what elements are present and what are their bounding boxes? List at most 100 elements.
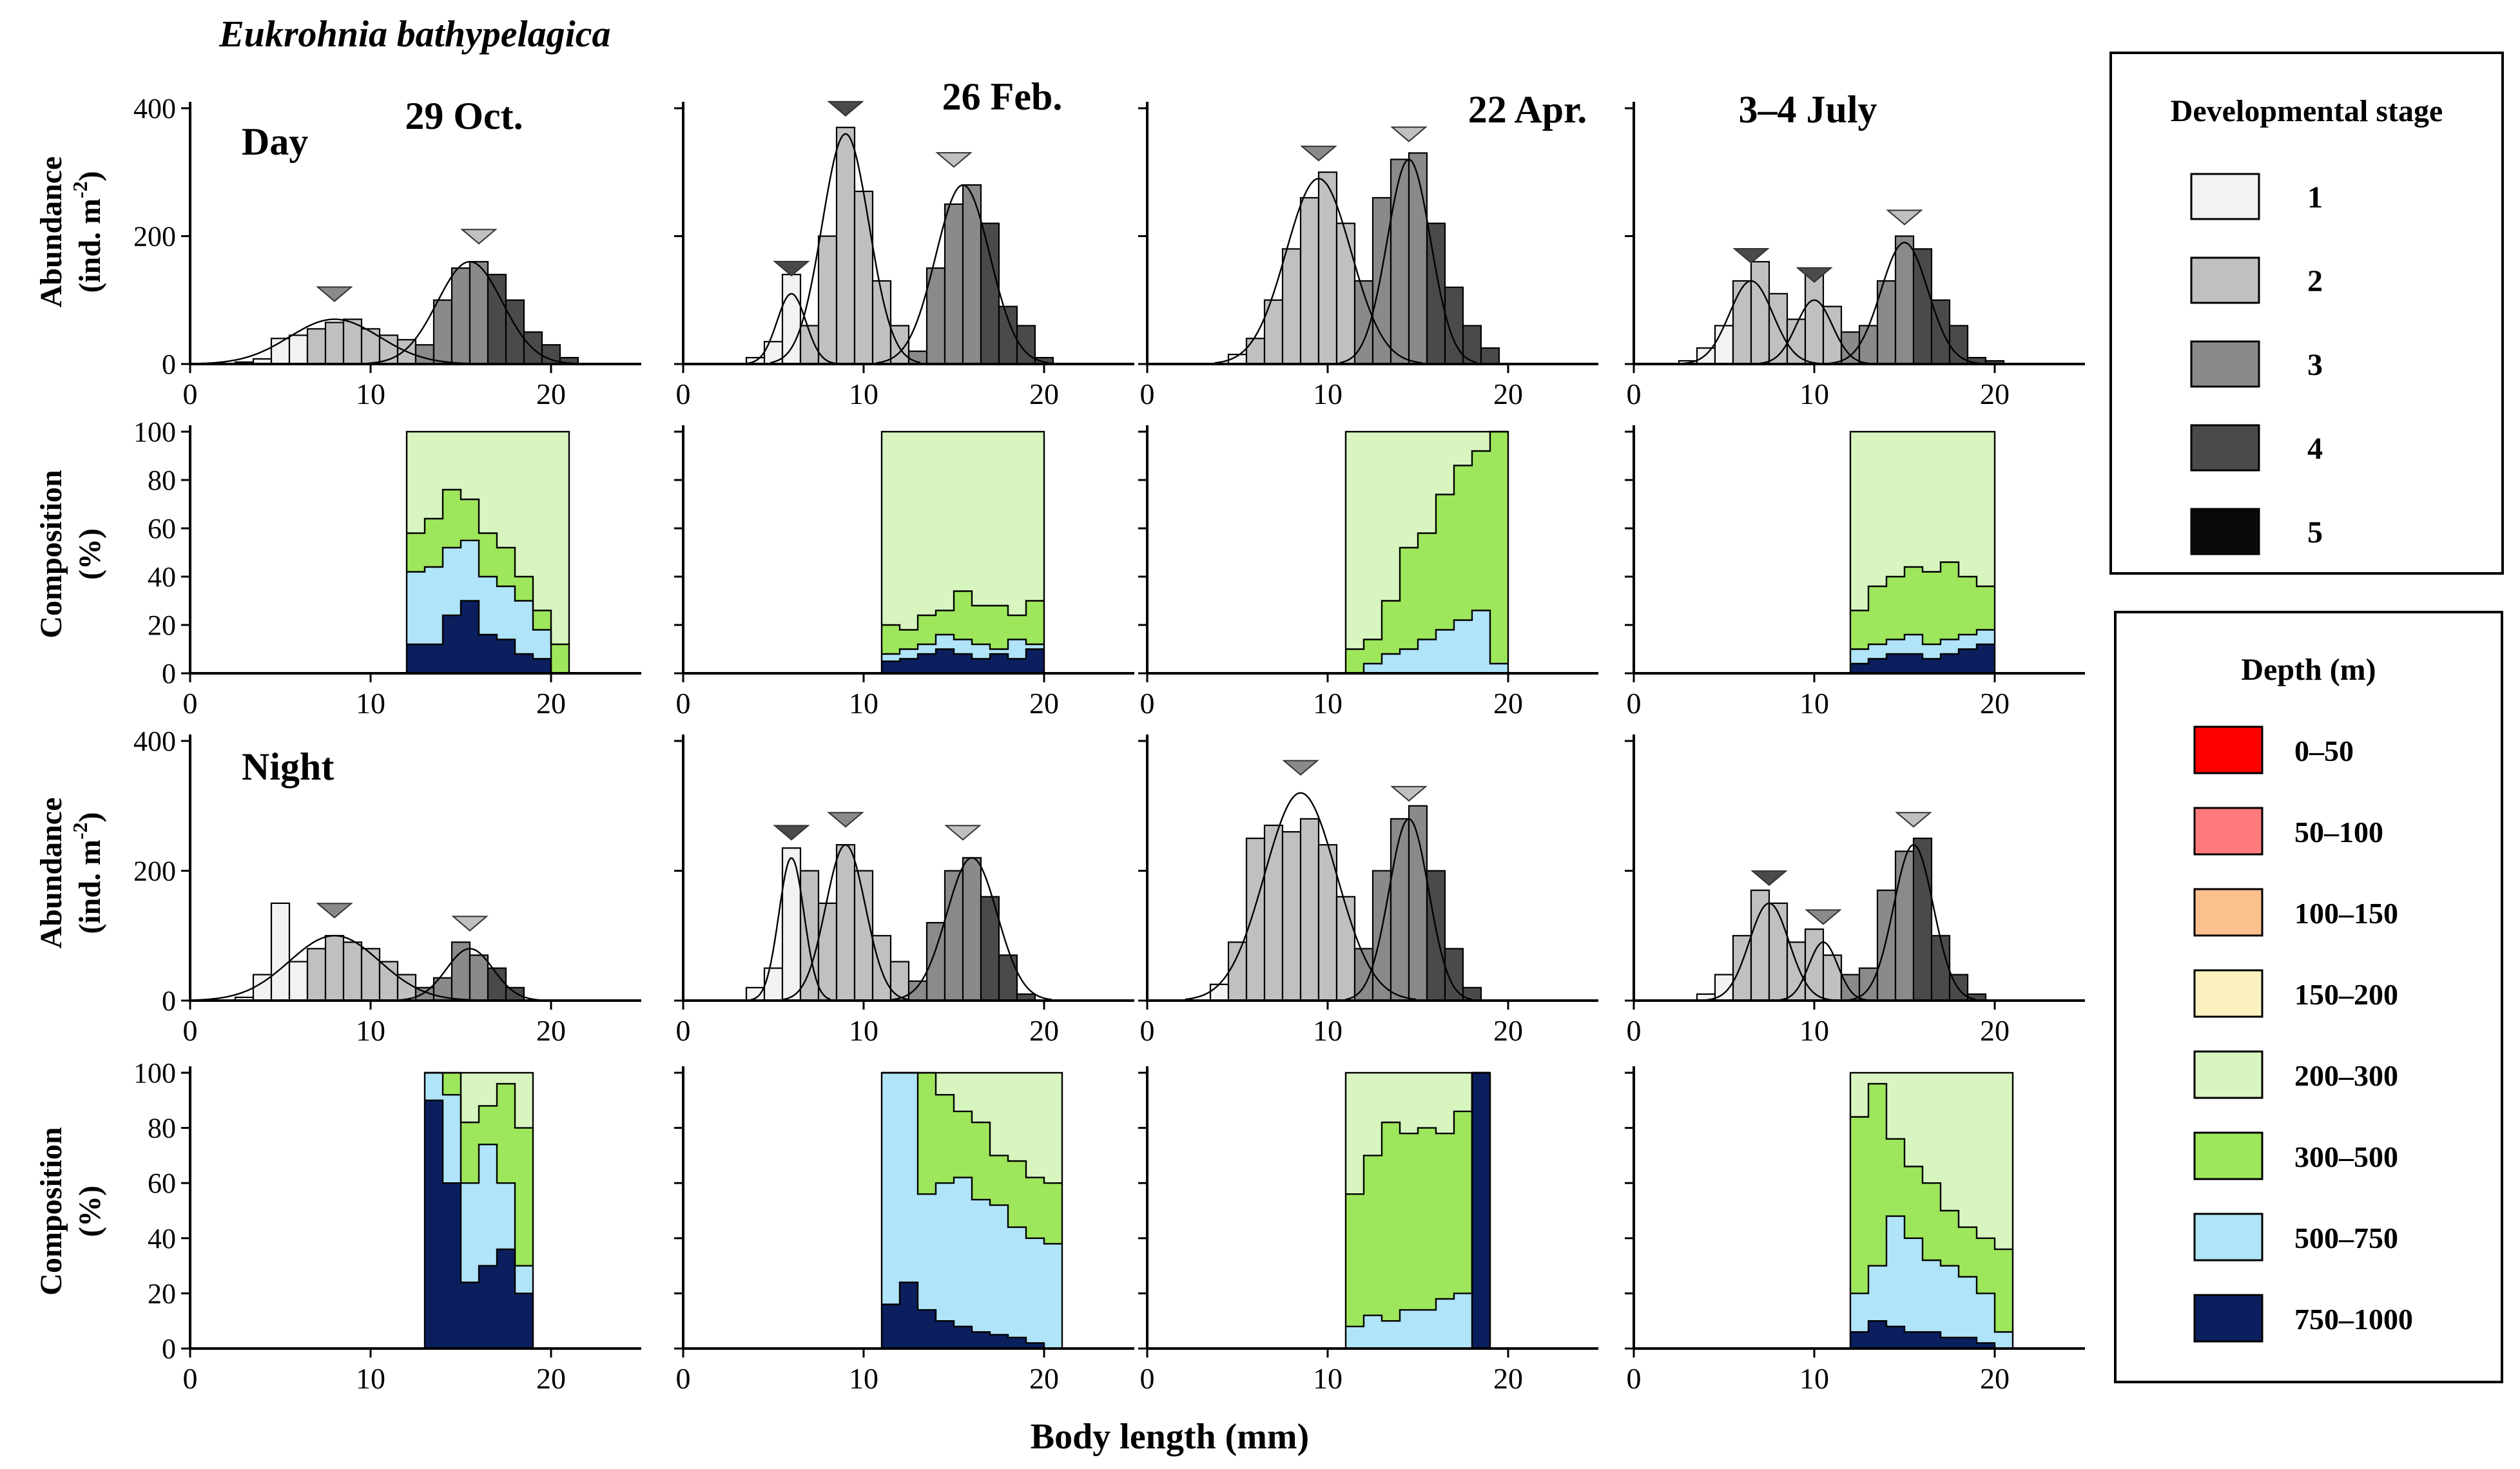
abundance-bar [1822,954,1843,1002]
composition-300-500 [1418,533,1436,640]
composition-300-500 [443,1073,461,1095]
composition-200-300 [1346,1073,1364,1195]
composition-750-1000 [1472,1073,1490,1349]
x-tick-label: 10 [1313,378,1342,410]
composition-750-1000 [1886,654,1905,673]
x-tick-label: 0 [676,1014,691,1047]
abundance-bar [505,986,525,1002]
abundance-bar [962,857,982,1002]
y-tick-label: 60 [148,1167,176,1199]
composition-step-line [425,1071,533,1267]
composition-500-750 [1995,1332,2013,1349]
composition-300-500 [1923,1183,1941,1261]
x-tick-label: 0 [1627,1362,1642,1395]
abundance-bar [1335,222,1356,365]
composition-panel-night-3: 0 10 20 [1625,1066,2085,1395]
cohort-mean-marker [316,286,353,302]
abundance-bar [763,967,784,1002]
composition-200-300 [1886,1073,1905,1139]
y-axis-label-superscript: -2 [68,822,92,840]
composition-500-750 [1886,1216,1905,1327]
composition-500-750 [936,1183,954,1321]
x-tick-label: 10 [849,1362,878,1395]
y-tick-label: 20 [148,610,176,641]
x-tick-label: 20 [536,1362,566,1395]
composition-300-500 [918,1073,936,1195]
y-axis-label-line2: (%) [73,528,107,580]
composition-500-750 [1454,1293,1472,1349]
abundance-bar [1335,896,1356,1002]
abundance-bar [781,847,802,1002]
composition-500-750 [1977,629,1995,644]
composition-300-500 [936,1095,954,1184]
abundance-bar [451,941,471,1002]
depth-legend-swatch [2193,969,2263,1018]
composition-300-500 [1923,571,1941,644]
composition-750-1000 [900,658,918,673]
y-tick-label: 80 [148,465,176,496]
composition-300-500 [1959,1227,1977,1277]
x-tick-label: 10 [1313,1014,1342,1047]
composition-500-750 [425,1073,443,1100]
x-tick-label: 20 [1493,1362,1523,1395]
legends: Developmental stage 1 2 3 4 5 Depth (m) 0–50 50–… [2109,52,2504,1383]
composition-200-300 [1472,432,1490,451]
composition-200-300 [1977,1073,1995,1238]
composition-200-300 [990,432,1008,606]
y-tick-label: 0 [162,349,176,380]
x-tick-label: 0 [676,687,691,720]
composition-300-500 [1941,1211,1959,1266]
abundance-bar [1390,818,1410,1002]
x-tick-label: 0 [1627,378,1642,410]
composition-750-1000 [954,654,972,673]
abundance-bar [817,902,838,1002]
cohort-curve [1777,941,1870,1001]
composition-200-300 [479,1073,497,1106]
x-tick-label: 10 [356,1362,385,1395]
composition-750-1000 [479,1265,497,1349]
composition-300-500 [1850,610,1868,649]
composition-300-500 [479,1106,497,1145]
composition-200-300 [1923,1073,1941,1184]
composition-200-300 [1418,432,1436,533]
cohort-curve [750,857,831,1001]
cohort-curve [1214,177,1422,364]
composition-750-1000 [1905,1332,1923,1349]
composition-500-750 [972,644,990,659]
composition-200-300 [1436,1073,1454,1134]
abundance-bar [288,961,309,1002]
composition-300-500 [497,548,515,586]
abundance-bar [1317,844,1338,1002]
composition-300-500 [1472,451,1490,611]
cohort-curve [189,318,480,365]
cohort-mean-marker [773,825,810,841]
composition-500-750 [443,548,461,615]
abundance-bar [998,954,1018,1002]
abundance-bar [1912,248,1933,365]
composition-200-300 [1364,1073,1382,1156]
abundance-panel-day-1: 0 10 20 [674,101,1134,410]
composition-200-300 [479,432,497,533]
composition-500-750 [515,1265,533,1294]
composition-300-500 [1346,1194,1364,1327]
composition-500-750 [515,600,533,654]
composition-200-300 [954,432,972,591]
composition-step-line [882,648,1044,662]
cohort-curve [1705,902,1832,1001]
abundance-bar [1750,261,1770,365]
y-tick-label: 0 [162,985,176,1017]
x-tick-label: 0 [1140,687,1155,720]
composition-300-500 [1977,586,1995,630]
y-tick-label: 80 [148,1113,176,1144]
composition-step-line [1850,1320,2013,1350]
depth-legend-label: 150–200 [2294,978,2398,1011]
y-axis-label-line2: (ind. m [73,840,107,934]
abundance-bar [1462,986,1482,1002]
composition-500-750 [1400,649,1418,673]
stage-legend-swatch [2190,424,2260,472]
abundance-bar [1930,935,1951,1002]
composition-200-300 [497,432,515,548]
